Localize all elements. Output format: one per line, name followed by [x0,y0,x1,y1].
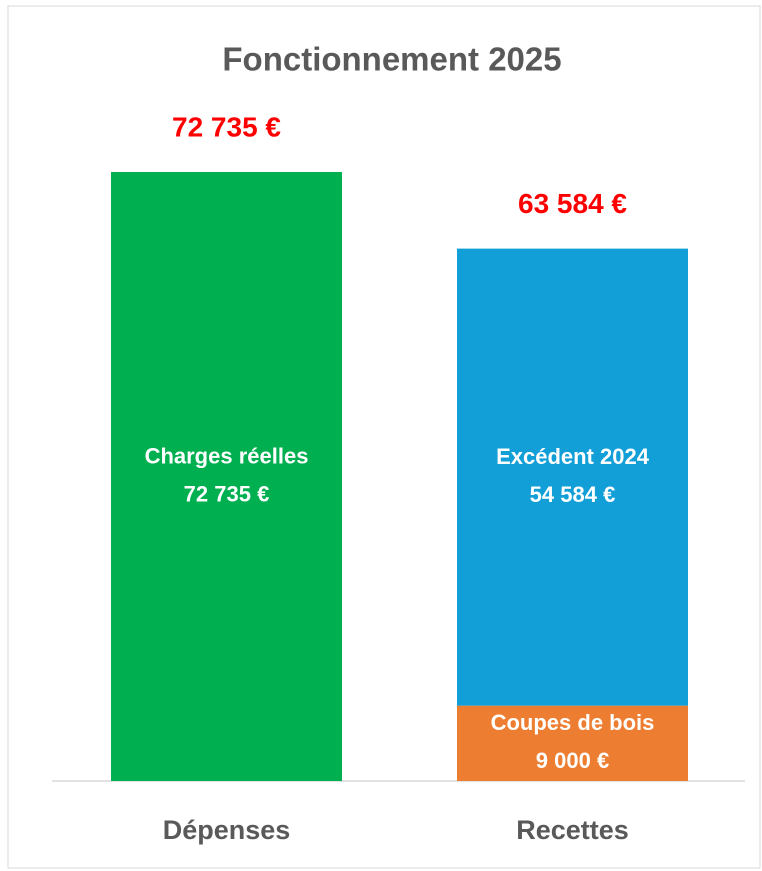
segment-name: Excédent 2024 [496,444,650,469]
chart-title: Fonctionnement 2025 [222,41,561,78]
total-label: 72 735 € [172,111,281,142]
x-tick-label: Dépenses [163,815,291,845]
segment-value-label: 72 735 € [184,481,270,506]
segment-value-label: 9 000 € [536,748,609,773]
x-tick-label: Recettes [516,815,629,845]
bar-segment [111,172,342,781]
total-label: 63 584 € [518,188,627,219]
segment-name: Charges réelles [145,443,309,468]
bar-segment [457,705,688,781]
segment-name: Coupes de bois [491,710,655,735]
bar-segment [457,248,688,706]
segment-value-label: 54 584 € [530,482,616,507]
